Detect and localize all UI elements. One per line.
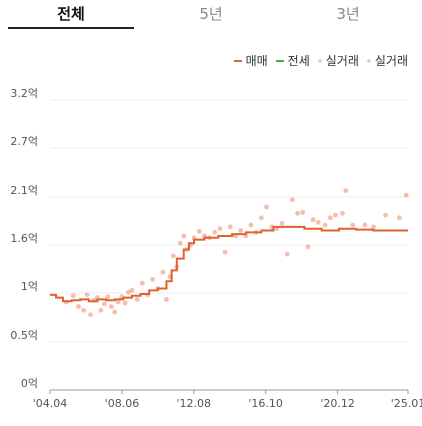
x-tick-label: '04.04: [33, 397, 68, 410]
transaction-point: [343, 188, 349, 194]
legend-label-jeonse: 전세: [287, 54, 310, 68]
transaction-point: [350, 222, 356, 228]
transaction-point: [164, 296, 169, 302]
transaction-point: [248, 222, 254, 228]
transaction-point: [258, 215, 264, 221]
transaction-point: [170, 253, 176, 259]
transaction-point: [212, 229, 218, 235]
transaction-point: [177, 240, 183, 246]
x-tick-label: '20.12: [320, 397, 355, 410]
transaction-point: [403, 192, 409, 198]
chart-legend: 매매 전세 실거래 실거래: [233, 52, 408, 69]
transaction-point: [84, 292, 90, 298]
transaction-point: [134, 296, 140, 302]
tab-5-years[interactable]: 5년: [199, 5, 223, 23]
legend-label-transaction-2: 실거래: [374, 54, 408, 68]
transaction-point: [315, 219, 321, 225]
y-tick-label: 0.5억: [10, 329, 38, 342]
transaction-point: [279, 220, 285, 226]
transaction-point: [222, 249, 228, 255]
transaction-point: [81, 307, 87, 313]
transaction-point: [310, 217, 316, 223]
transaction-point: [108, 304, 114, 310]
transaction-point: [362, 222, 368, 228]
active-tab-underline: [8, 27, 134, 29]
transaction-point: [371, 224, 376, 230]
legend-swatch-sale: [233, 59, 242, 62]
transaction-point: [101, 301, 107, 307]
legend-item-jeonse[interactable]: 전세: [275, 52, 310, 69]
transaction-point: [305, 244, 311, 250]
transaction-point: [70, 293, 76, 299]
legend-label-sale: 매매: [245, 54, 268, 68]
legend-label-transaction-1: 실거래: [325, 54, 359, 68]
period-tabs: 전체 5년 3년: [0, 0, 422, 30]
transaction-point: [98, 307, 104, 313]
transaction-point: [115, 299, 121, 305]
sale-price-line: [50, 225, 408, 303]
y-tick-label: 1.6억: [10, 232, 38, 245]
x-tick-label: '08.06: [105, 397, 140, 410]
legend-item-transaction-2[interactable]: 실거래: [366, 52, 408, 69]
transaction-point: [196, 229, 202, 234]
transaction-point: [238, 228, 244, 233]
transaction-point: [217, 226, 223, 232]
transaction-point: [112, 309, 118, 315]
y-tick-label: 2.1억: [10, 184, 38, 197]
legend-swatch-transaction-2: [366, 58, 371, 63]
transaction-point: [333, 212, 338, 218]
transaction-point: [327, 215, 333, 221]
transaction-point: [322, 222, 328, 228]
transaction-point: [181, 233, 187, 239]
transaction-point: [129, 287, 135, 293]
tab-all[interactable]: 전체: [57, 5, 85, 23]
transaction-point: [160, 269, 166, 275]
transaction-point: [290, 197, 295, 203]
transaction-point: [139, 280, 145, 286]
transaction-point: [76, 304, 81, 310]
legend-item-transaction-1[interactable]: 실거래: [317, 52, 359, 69]
transaction-point: [295, 210, 300, 216]
y-tick-label: 3.2억: [10, 87, 38, 100]
x-tick-label: '25.01: [391, 397, 422, 410]
x-tick-label: '12.08: [176, 397, 211, 410]
transaction-point: [264, 204, 269, 210]
transaction-point: [284, 251, 290, 257]
y-tick-label: 0억: [21, 377, 38, 390]
transaction-point: [340, 210, 345, 216]
transaction-point: [150, 277, 156, 282]
transaction-point: [300, 209, 306, 215]
x-tick-label: '16.10: [248, 397, 283, 410]
transaction-point: [227, 224, 233, 230]
y-tick-label: 1억: [21, 280, 38, 293]
y-tick-label: 2.7억: [10, 135, 38, 148]
legend-item-sale[interactable]: 매매: [233, 52, 268, 69]
transaction-point: [383, 212, 388, 218]
transaction-point: [105, 294, 111, 300]
transaction-point: [396, 215, 402, 221]
transaction-point: [122, 300, 128, 306]
tab-3-years[interactable]: 3년: [336, 5, 360, 23]
legend-swatch-jeonse: [275, 59, 284, 62]
legend-swatch-transaction-1: [317, 58, 322, 63]
transaction-point: [88, 312, 93, 318]
